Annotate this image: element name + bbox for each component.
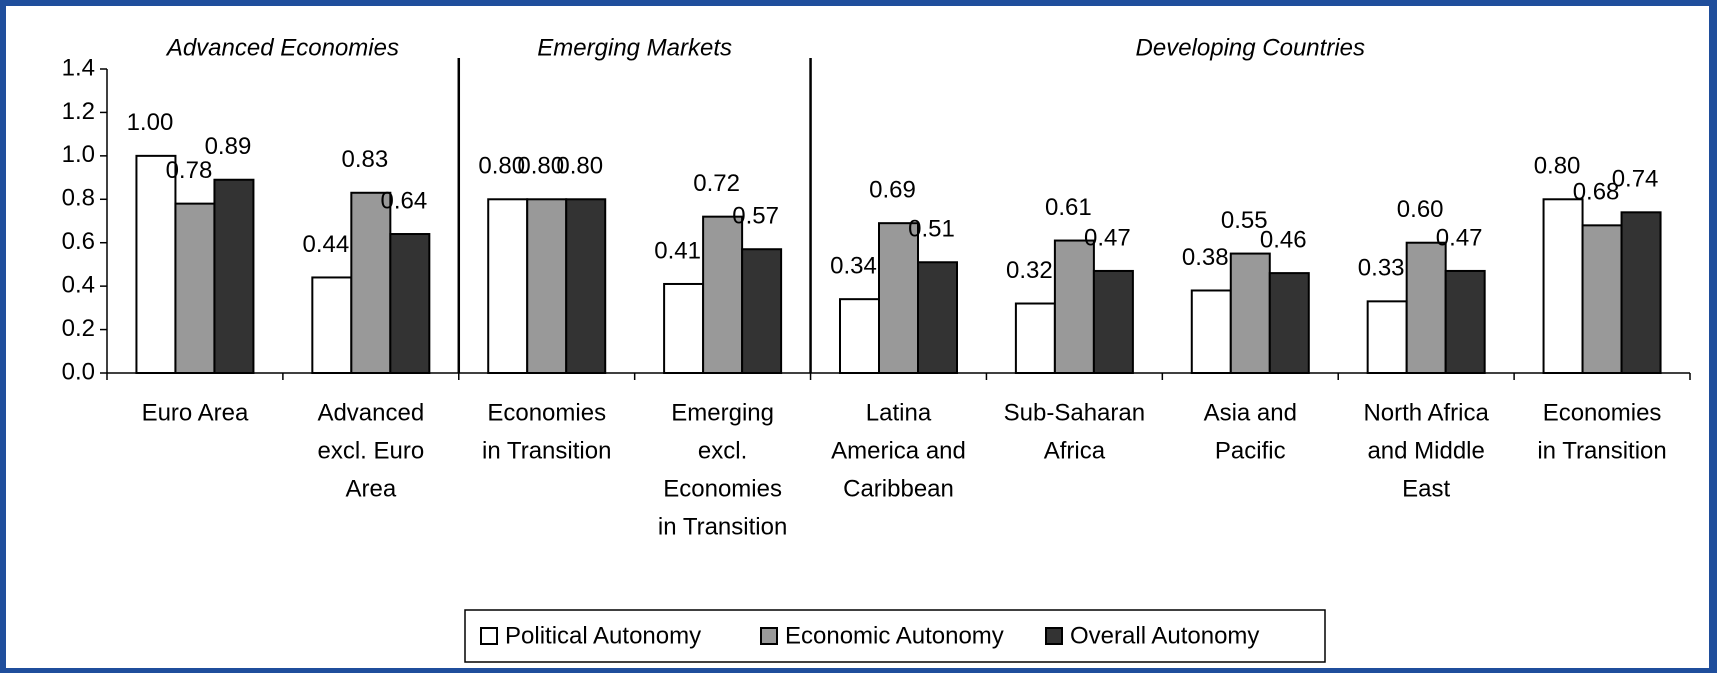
value-label: 0.83 (341, 146, 388, 173)
value-label: 0.74 (1612, 166, 1659, 193)
x-tick-label: Africa (1044, 437, 1106, 464)
value-label: 0.51 (908, 216, 955, 243)
group-label: Developing Countries (1136, 34, 1365, 61)
value-label: 0.89 (205, 133, 252, 160)
x-tick-label: in Transition (482, 437, 611, 464)
x-tick-label: excl. (698, 437, 747, 464)
value-label: 0.47 (1084, 224, 1131, 251)
bar (741, 248, 783, 375)
y-tick-label: 1.0 (62, 141, 95, 168)
bar (350, 191, 392, 374)
y-tick-label: 1.4 (62, 54, 95, 81)
y-tick-label: 0.0 (62, 358, 95, 385)
x-tick-label: East (1402, 475, 1450, 502)
x-tick-label: Advanced (317, 399, 424, 426)
value-label: 0.80 (478, 153, 525, 180)
x-tick-label: Emerging (671, 399, 774, 426)
x-tick-label: Economies (1543, 399, 1662, 426)
bar (1014, 302, 1056, 374)
bar (1092, 269, 1134, 375)
value-label: 0.47 (1436, 224, 1483, 251)
value-label: 0.55 (1221, 207, 1268, 234)
bar (1053, 239, 1095, 374)
x-tick-label: Latina (866, 399, 932, 426)
value-label: 0.61 (1045, 194, 1092, 221)
bar (1366, 300, 1408, 375)
group-label: Advanced Economies (165, 34, 399, 61)
value-label: 0.80 (517, 153, 564, 180)
y-tick-label: 0.2 (62, 315, 95, 342)
bar (389, 233, 431, 374)
x-tick-label: Caribbean (843, 475, 954, 502)
bar (135, 154, 177, 374)
value-label: 0.44 (302, 231, 349, 258)
bar (213, 178, 255, 374)
value-label: 0.41 (654, 237, 701, 264)
bar (1581, 224, 1623, 374)
x-tick-label: in Transition (1537, 437, 1666, 464)
value-label: 0.60 (1397, 196, 1444, 223)
y-tick-label: 0.8 (62, 185, 95, 212)
x-tick-label: Euro Area (142, 399, 249, 426)
value-label: 0.72 (693, 170, 740, 197)
bar (1542, 198, 1584, 374)
x-tick-label: and Middle (1367, 437, 1484, 464)
bar (1229, 252, 1271, 374)
value-label: 0.69 (869, 177, 916, 204)
y-tick-label: 1.2 (62, 98, 95, 125)
x-tick-label: Asia and (1204, 399, 1297, 426)
bar (917, 261, 958, 374)
x-tick-label: Area (345, 475, 396, 502)
x-tick-label: in Transition (658, 513, 787, 540)
legend-label: Economic Autonomy (785, 622, 1004, 649)
bar (663, 282, 705, 375)
value-label: 0.34 (830, 253, 877, 280)
value-label: 0.46 (1260, 226, 1307, 253)
bar (526, 198, 568, 374)
legend-label: Political Autonomy (505, 622, 701, 649)
x-tick-label: Economies (663, 475, 782, 502)
value-label: 0.78 (166, 157, 213, 184)
bar (1620, 211, 1662, 374)
x-tick-label: Sub-Saharan (1004, 399, 1145, 426)
value-label: 0.64 (380, 187, 427, 214)
bar (174, 202, 216, 374)
legend-swatch (480, 627, 498, 645)
y-tick-label: 0.6 (62, 228, 95, 255)
x-tick-label: North Africa (1363, 399, 1489, 426)
bar (1190, 289, 1232, 374)
x-tick-label: America and (831, 437, 966, 464)
legend-swatch (1045, 627, 1063, 645)
value-label: 0.57 (732, 203, 779, 230)
bar (487, 198, 529, 374)
legend-box (464, 609, 1326, 663)
bar (839, 298, 880, 374)
y-tick-label: 0.4 (62, 271, 95, 298)
value-label: 0.80 (556, 153, 603, 180)
value-label: 1.00 (127, 109, 174, 136)
value-label: 0.80 (1534, 153, 1581, 180)
legend-label: Overall Autonomy (1070, 622, 1259, 649)
value-label: 0.38 (1182, 244, 1229, 271)
value-label: 0.33 (1358, 255, 1405, 282)
bar (1444, 269, 1486, 375)
x-tick-label: excl. Euro (317, 437, 424, 464)
bar (878, 222, 919, 374)
bar (1405, 241, 1447, 374)
bar (1268, 272, 1310, 374)
group-label: Emerging Markets (537, 34, 732, 61)
x-tick-label: Economies (487, 399, 606, 426)
legend-swatch (760, 627, 778, 645)
bar (311, 276, 353, 375)
x-tick-label: Pacific (1215, 437, 1286, 464)
bar (565, 198, 607, 374)
value-label: 0.68 (1573, 179, 1620, 206)
bar (702, 215, 744, 374)
value-label: 0.32 (1006, 257, 1053, 284)
